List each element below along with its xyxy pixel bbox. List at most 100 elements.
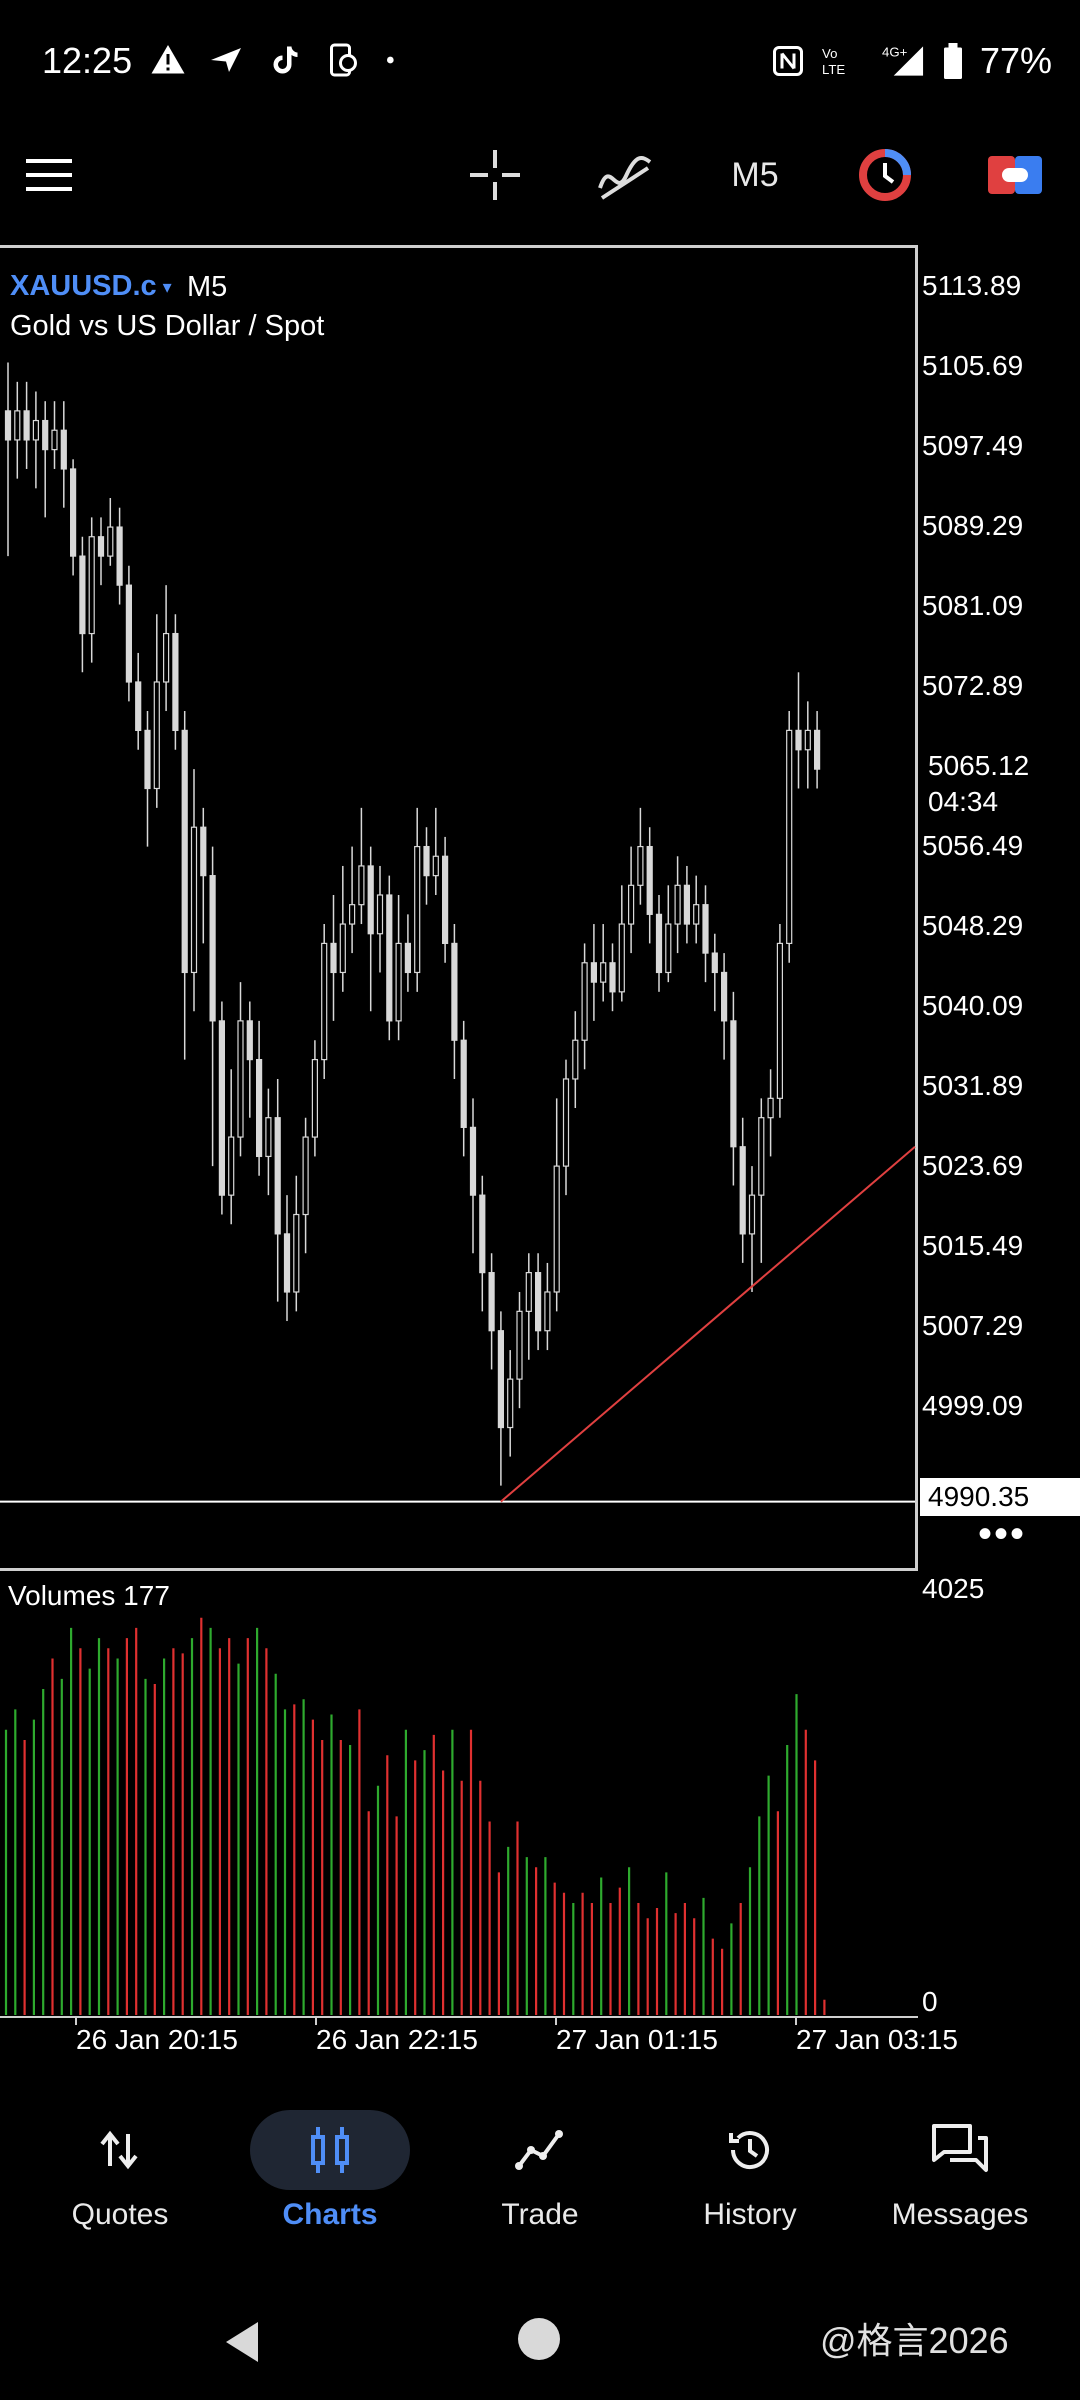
- nav-trade[interactable]: Trade: [440, 2090, 640, 2260]
- dot-icon: [387, 56, 394, 64]
- candle: [776, 924, 784, 1118]
- trade-line-icon: [515, 2130, 563, 2170]
- candle: [414, 807, 421, 992]
- trendline: [500, 1145, 916, 1503]
- one-click-trade-button[interactable]: [980, 130, 1050, 220]
- nav-quotes[interactable]: Quotes: [20, 2090, 220, 2260]
- warning-icon: [151, 45, 185, 74]
- svg-text:LTE: LTE: [822, 62, 845, 77]
- nav-history[interactable]: History: [650, 2090, 850, 2260]
- nav-label: Charts: [282, 2198, 378, 2231]
- candle: [786, 711, 793, 963]
- candle: [339, 865, 346, 992]
- candle: [265, 1088, 272, 1196]
- horizontal-line-price[interactable]: 4990.35: [920, 1478, 1080, 1516]
- phone-app-icon: [330, 43, 357, 77]
- crosshair-icon: [470, 150, 520, 200]
- nav-charts[interactable]: Charts: [230, 2090, 430, 2260]
- candle: [795, 672, 802, 789]
- candle: [739, 1117, 746, 1263]
- time-axis-label: 27 Jan 03:15: [796, 2024, 958, 2055]
- price-axis-label: 4999.09: [922, 1390, 1024, 1421]
- status-icons-left: [150, 42, 402, 78]
- timeframe-button[interactable]: M5: [731, 155, 779, 194]
- volume-separator: [0, 1568, 918, 1571]
- candle: [116, 507, 123, 605]
- chart-canvas[interactable]: [0, 245, 918, 2025]
- price-axis-label: 5081.09: [922, 590, 1024, 621]
- hamburger-menu-icon: [26, 159, 72, 191]
- candle: [497, 1311, 504, 1486]
- candle: [32, 391, 40, 489]
- indicators-button[interactable]: [590, 130, 660, 220]
- volume-axis-max: 4025: [922, 1573, 985, 1604]
- candle: [767, 1069, 774, 1157]
- candle: [469, 1098, 477, 1254]
- candle: [627, 846, 635, 954]
- candle: [190, 769, 198, 1012]
- candle: [376, 865, 384, 973]
- candle: [479, 1175, 486, 1312]
- candle: [553, 1098, 560, 1312]
- candle: [4, 362, 12, 557]
- status-icons-right: Vo LTE 4G+ 77%: [770, 40, 1052, 82]
- candle: [69, 459, 77, 576]
- candle: [665, 885, 672, 983]
- candle: [395, 895, 402, 1041]
- candle: [218, 1001, 225, 1215]
- candle: [804, 701, 811, 789]
- candle: [349, 846, 356, 954]
- candle: [42, 401, 49, 518]
- price-axis-label: 5023.69: [922, 1150, 1024, 1181]
- volumes-label: Volumes 177: [8, 1580, 170, 1611]
- candle: [525, 1253, 532, 1360]
- crosshair-button[interactable]: [465, 130, 525, 220]
- status-bar: 12:25 Vo LTE 4G+ 77%: [0, 0, 1080, 120]
- candle: [748, 1166, 756, 1292]
- menu-button[interactable]: [20, 130, 80, 220]
- candle: [302, 1117, 309, 1254]
- quotes-arrows-icon: [100, 2130, 138, 2170]
- nav-label: Trade: [501, 2198, 579, 2231]
- symbol-selector[interactable]: XAUUSD.c ▾: [10, 270, 172, 302]
- candle: [386, 875, 393, 1041]
- candle: [581, 943, 588, 1070]
- price-axis-label: 5113.89: [922, 270, 1022, 301]
- candle: [442, 836, 449, 963]
- price-axis-label: 5015.49: [922, 1230, 1024, 1261]
- messages-icon: [932, 2124, 988, 2172]
- candle: [79, 536, 86, 673]
- system-back-button[interactable]: [222, 2320, 262, 2369]
- candle: [646, 827, 653, 944]
- candle: [693, 875, 700, 944]
- nav-messages[interactable]: Messages: [860, 2090, 1060, 2260]
- time-axis-label: 26 Jan 22:15: [316, 2024, 478, 2055]
- watermark: @格言2026: [820, 2320, 1009, 2361]
- nav-label: History: [703, 2198, 797, 2231]
- candle: [311, 1040, 318, 1157]
- chart-area[interactable]: [0, 245, 918, 1570]
- candle: [711, 933, 718, 1012]
- candle: [423, 827, 430, 905]
- chart-toolbar: M5: [0, 130, 1080, 220]
- candle: [404, 914, 411, 992]
- more-options-button[interactable]: •••: [978, 1512, 1027, 1556]
- candle: [209, 846, 216, 1167]
- candle: [181, 711, 188, 1060]
- candle: [674, 856, 681, 954]
- candle: [516, 1291, 523, 1409]
- candle: [507, 1350, 514, 1457]
- one-click-trade-icon: [988, 156, 1042, 194]
- timer-button[interactable]: [850, 130, 920, 220]
- candle: [572, 1011, 579, 1109]
- candle: [609, 943, 616, 1012]
- candle: [813, 711, 821, 789]
- candle: [460, 1020, 467, 1157]
- price-axis-label: 5031.89: [922, 1070, 1024, 1101]
- signal-icon: 4G+: [882, 45, 924, 76]
- indicators-icon: [598, 156, 652, 200]
- candle: [358, 807, 365, 925]
- home-circle-icon[interactable]: [518, 2318, 560, 2360]
- back-triangle-icon: [226, 2322, 258, 2362]
